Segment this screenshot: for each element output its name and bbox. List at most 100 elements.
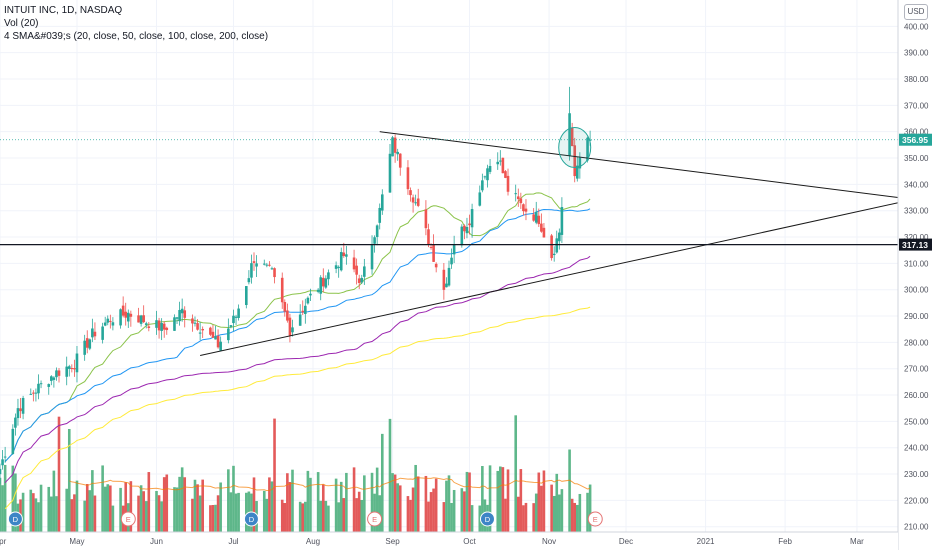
volume-bar bbox=[268, 477, 271, 532]
candle bbox=[11, 424, 15, 455]
candle bbox=[52, 376, 56, 388]
candle-body bbox=[193, 322, 197, 324]
candle-body bbox=[39, 383, 43, 385]
volume-bar bbox=[227, 469, 230, 532]
symbol-title: INTUIT INC, 1D, NASDAQ bbox=[4, 5, 123, 16]
candle bbox=[534, 201, 538, 225]
volume-bar bbox=[442, 502, 446, 532]
volume-bar bbox=[578, 493, 582, 532]
candle bbox=[522, 203, 525, 216]
volume-bar bbox=[262, 490, 266, 532]
earnings-marker[interactable]: E bbox=[367, 511, 383, 527]
volume-bar bbox=[575, 504, 579, 532]
volume-bar bbox=[355, 498, 358, 532]
candle-body bbox=[578, 157, 582, 169]
volume-bar bbox=[427, 501, 430, 532]
candle bbox=[375, 224, 379, 246]
candle-body bbox=[265, 264, 269, 266]
volume-bar bbox=[452, 489, 456, 532]
candle-body bbox=[316, 289, 320, 292]
time-tick-label: Sep bbox=[385, 537, 400, 546]
earnings-marker[interactable]: E bbox=[120, 511, 136, 527]
candle bbox=[337, 265, 340, 278]
volume-bar bbox=[119, 487, 122, 532]
candle-body bbox=[393, 137, 397, 153]
candle bbox=[111, 317, 115, 331]
candle-body bbox=[342, 252, 346, 257]
candle-body bbox=[126, 312, 130, 322]
candle-body bbox=[450, 257, 453, 265]
earnings-marker[interactable]: E bbox=[587, 511, 603, 527]
time-axis-bg bbox=[0, 532, 898, 550]
candle-body bbox=[478, 192, 482, 206]
volume-bar bbox=[301, 503, 305, 532]
price-tick-label: 380.00 bbox=[904, 75, 929, 84]
candle-body bbox=[1, 459, 4, 466]
volume-bar bbox=[286, 473, 289, 532]
dividend-marker[interactable]: D bbox=[479, 511, 495, 527]
candle bbox=[319, 275, 323, 301]
dividend-marker[interactable]: D bbox=[243, 511, 259, 527]
volume-bar bbox=[198, 495, 202, 532]
candle bbox=[291, 319, 294, 337]
candle-body bbox=[144, 323, 148, 325]
volume-bar bbox=[409, 499, 412, 532]
candle-body bbox=[70, 368, 74, 370]
time-tick-label: Aug bbox=[306, 537, 320, 546]
candle-body bbox=[173, 317, 176, 331]
highlight-circle[interactable] bbox=[558, 126, 592, 168]
candle-body bbox=[357, 278, 361, 283]
volume-ma-line bbox=[69, 477, 591, 492]
volume-bar bbox=[370, 472, 374, 532]
candle bbox=[304, 298, 307, 324]
candle-body bbox=[234, 316, 238, 318]
volume-bar bbox=[291, 469, 294, 532]
volume-bar bbox=[70, 499, 74, 532]
candle-body bbox=[468, 223, 471, 226]
candle bbox=[378, 203, 382, 230]
candle bbox=[183, 306, 187, 328]
volume-bar bbox=[550, 484, 553, 532]
candle-body bbox=[447, 267, 451, 286]
candle-body bbox=[555, 238, 559, 253]
dividend-marker[interactable]: D bbox=[7, 511, 23, 527]
volume-bar bbox=[173, 487, 176, 532]
price-tick-label: 310.00 bbox=[904, 259, 929, 268]
candle-body bbox=[52, 377, 56, 380]
candle bbox=[101, 322, 104, 344]
candle bbox=[155, 310, 158, 335]
candle-body bbox=[301, 310, 305, 313]
price-tick-label: 250.00 bbox=[904, 417, 929, 426]
candle-body bbox=[237, 308, 240, 318]
volume-bar bbox=[193, 479, 197, 532]
marker-label: E bbox=[593, 515, 598, 524]
price-tick-label: 220.00 bbox=[904, 496, 929, 505]
candle bbox=[129, 310, 133, 327]
candle bbox=[165, 326, 169, 335]
volume-bar bbox=[237, 492, 240, 532]
currency-button[interactable]: USD bbox=[904, 4, 928, 20]
volume-bar bbox=[488, 465, 492, 532]
candle-body bbox=[534, 211, 538, 223]
candle-body bbox=[355, 265, 358, 275]
candle bbox=[37, 374, 40, 400]
candle-body bbox=[442, 269, 446, 290]
candle bbox=[139, 314, 143, 327]
volume-bar bbox=[211, 505, 215, 532]
candle-body bbox=[47, 384, 51, 387]
candle bbox=[501, 157, 505, 174]
candle bbox=[465, 217, 469, 239]
candle bbox=[237, 304, 240, 321]
candle bbox=[327, 269, 330, 286]
candle bbox=[324, 275, 328, 289]
candle bbox=[209, 326, 212, 337]
volume-bar bbox=[144, 501, 148, 532]
candle-body bbox=[519, 198, 523, 204]
candle-body bbox=[3, 456, 7, 458]
candle-body bbox=[486, 168, 489, 181]
sma-line-200 bbox=[4, 306, 591, 510]
candle-body bbox=[388, 153, 392, 193]
candle-body bbox=[65, 366, 69, 377]
candle bbox=[468, 214, 471, 235]
